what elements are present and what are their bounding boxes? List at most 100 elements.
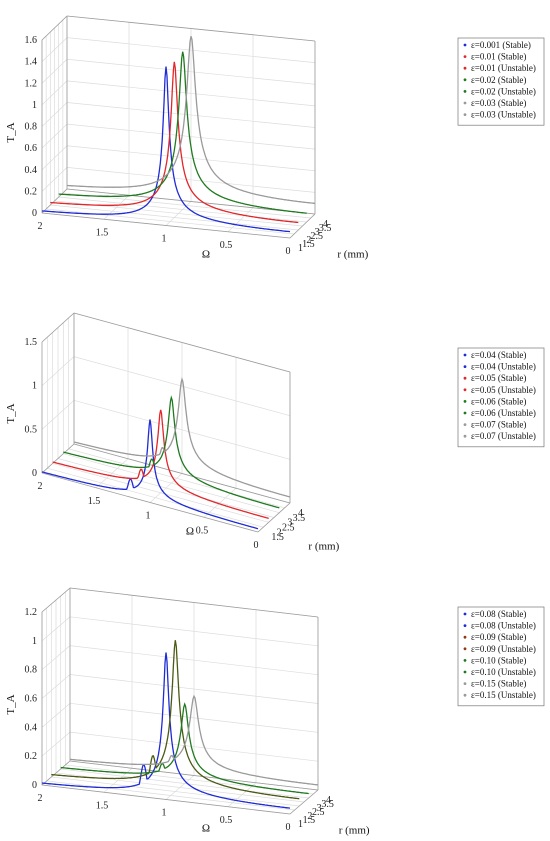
r-gridline bbox=[46, 337, 264, 528]
z-tick-label: 0.5 bbox=[25, 424, 38, 435]
omega-tick-label: 2 bbox=[38, 221, 43, 232]
legend-marker bbox=[463, 670, 467, 674]
r-gridline bbox=[57, 327, 275, 518]
omega-tick-label: 0 bbox=[286, 246, 291, 257]
legend-entry: ε=0.08 (Unstable) bbox=[471, 621, 536, 631]
r-gridline bbox=[68, 317, 285, 509]
omega-tick-label: 0 bbox=[254, 540, 259, 551]
z-gridline bbox=[41, 58, 316, 85]
z-tick-label: 0 bbox=[32, 780, 37, 791]
legend-box bbox=[457, 347, 545, 448]
z-tick-label: 1 bbox=[32, 381, 37, 392]
r-tick-label: 3 bbox=[315, 227, 320, 238]
z-tick-label: 1.5 bbox=[25, 337, 38, 348]
legend-marker bbox=[463, 376, 467, 380]
z-axis-label: T_A bbox=[5, 122, 17, 142]
legend-box bbox=[457, 37, 545, 126]
series-curve-r4 bbox=[69, 694, 319, 786]
legend-entry: ε=0.07 (Unstable) bbox=[471, 431, 536, 441]
z-tick-label: 1.4 bbox=[25, 57, 38, 68]
axis-edge bbox=[66, 15, 316, 42]
r-tick-label: 2 bbox=[306, 235, 311, 246]
axis-edge bbox=[73, 443, 291, 504]
legend-entry: ε=0.03 (Stable) bbox=[471, 98, 526, 108]
r-tick-label: 4 bbox=[298, 508, 303, 519]
legend-marker bbox=[463, 693, 467, 697]
z-axis-label: T_A bbox=[5, 694, 17, 714]
legend-entry: ε=0.10 (Stable) bbox=[471, 655, 526, 665]
r-gridline bbox=[64, 592, 314, 795]
legend-marker bbox=[463, 388, 467, 392]
omega-gridline bbox=[227, 34, 254, 233]
omega-tick-label: 2 bbox=[38, 793, 43, 804]
axis-edge bbox=[289, 789, 319, 815]
legend-marker bbox=[463, 101, 467, 105]
z-gridline bbox=[41, 145, 316, 172]
r-tick-label: 1 bbox=[298, 243, 303, 254]
z-gridline bbox=[41, 356, 291, 417]
legend-marker bbox=[463, 353, 467, 357]
r-tick-label: 4 bbox=[326, 795, 331, 806]
legend: ε=0.08 (Stable) ε=0.08 (Unstable) ε=0.09 (… bbox=[457, 606, 545, 707]
legend-entry: ε=0.09 (Unstable) bbox=[471, 644, 536, 654]
legend-box bbox=[457, 606, 545, 707]
legend-entry: ε=0.08 (Stable) bbox=[471, 609, 526, 619]
z-gridline bbox=[41, 167, 316, 193]
z-gridline bbox=[41, 616, 319, 647]
axis-edge bbox=[66, 188, 316, 215]
r-tick-label: 1 bbox=[298, 819, 303, 830]
series-curve-r3 bbox=[60, 702, 309, 795]
axis-edge bbox=[289, 213, 316, 239]
z-tick-label: 0.4 bbox=[25, 165, 38, 176]
series-curve-r2 bbox=[52, 409, 269, 520]
axis-edge bbox=[69, 760, 319, 791]
axis-edge bbox=[41, 312, 75, 343]
omega-axis-label: Ω bbox=[186, 526, 194, 538]
r-axis-label: r (mm) bbox=[308, 540, 339, 552]
z-tick-label: 0.4 bbox=[25, 722, 38, 733]
axis-edge bbox=[41, 587, 71, 613]
legend-marker bbox=[463, 78, 467, 82]
legend-marker bbox=[463, 113, 467, 116]
series-curve-r4 bbox=[67, 36, 316, 205]
z-gridline bbox=[41, 674, 319, 704]
legend-marker bbox=[463, 612, 467, 616]
omega-axis-label: Ω bbox=[202, 823, 210, 835]
r-axis-label: r (mm) bbox=[339, 825, 370, 837]
z-gridline bbox=[41, 645, 319, 676]
legend-entry: ε=0.10 (Unstable) bbox=[471, 667, 536, 677]
z-tick-label: 0 bbox=[32, 208, 37, 219]
legend-marker bbox=[463, 400, 467, 403]
series-curve-r2 bbox=[51, 640, 300, 800]
z-tick-label: 1 bbox=[32, 100, 37, 111]
panel-top: 00.20.40.60.811.21.41.621.510.50 1 1.52 2.5… bbox=[5, 15, 545, 261]
axis-edge bbox=[41, 472, 259, 533]
legend-entry: ε=0.07 (Stable) bbox=[471, 420, 526, 430]
axes-box bbox=[41, 312, 291, 533]
z-gridline bbox=[41, 312, 291, 373]
legend-marker bbox=[463, 647, 467, 651]
legend-marker bbox=[463, 411, 467, 415]
z-tick-label: 1 bbox=[32, 636, 37, 647]
legend-entry: ε=0.04 (Unstable) bbox=[471, 362, 536, 372]
omega-tick-label: 0.5 bbox=[220, 240, 233, 251]
omega-tick-label: 0.5 bbox=[220, 815, 233, 826]
omega-axis-label: Ω bbox=[202, 249, 210, 261]
series-curve-r4 bbox=[73, 377, 291, 498]
omega-gridline bbox=[289, 41, 316, 239]
z-tick-label: 0.8 bbox=[25, 665, 38, 676]
axis-edge bbox=[41, 784, 291, 815]
z-tick-label: 1.6 bbox=[25, 35, 38, 46]
omega-tick-label: 1 bbox=[162, 808, 167, 819]
omega-tick-label: 1 bbox=[146, 511, 151, 522]
axis-edge bbox=[257, 502, 291, 533]
z-gridline bbox=[41, 760, 319, 791]
z-tick-label: 0.2 bbox=[25, 751, 38, 762]
legend-entry: ε=0.01 (Unstable) bbox=[471, 63, 536, 73]
legend-entry: ε=0.15 (Stable) bbox=[471, 679, 526, 689]
r-tick-label: 2.5 bbox=[312, 807, 325, 818]
legend-entry: ε=0.06 (Unstable) bbox=[471, 408, 536, 418]
series-curve-r2 bbox=[50, 61, 299, 224]
series-curve-r1 bbox=[41, 66, 291, 233]
